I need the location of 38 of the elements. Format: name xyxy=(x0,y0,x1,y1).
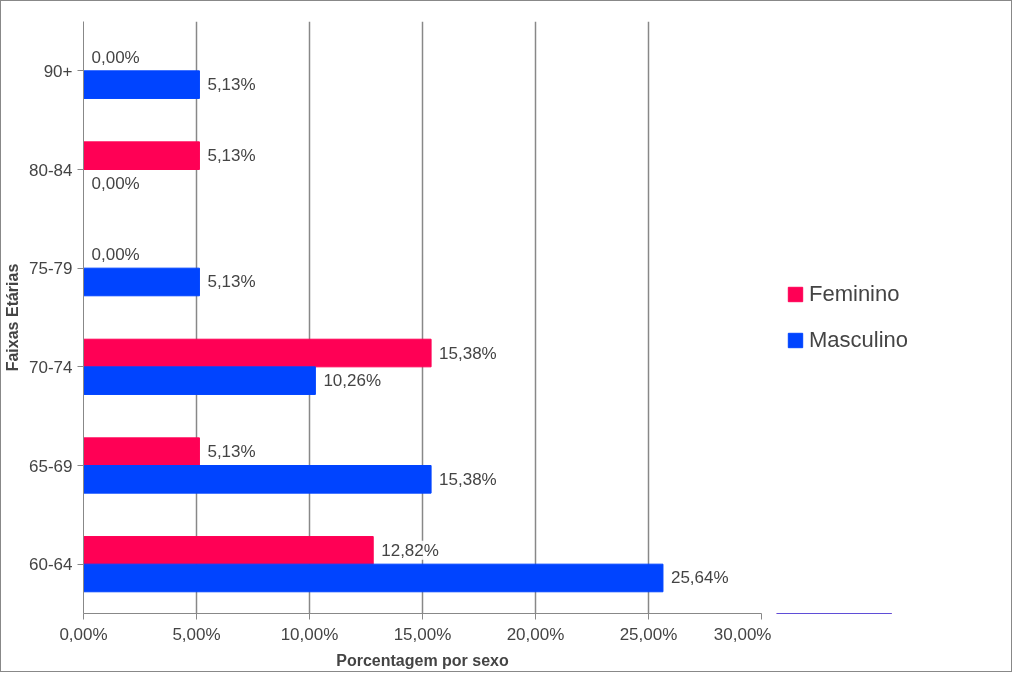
data-label: 12,82% xyxy=(381,540,439,560)
data-label: 0,00% xyxy=(91,173,140,193)
bar xyxy=(83,70,200,99)
x-tick-label: 0,00% xyxy=(59,624,108,644)
x-tick-label: 5,00% xyxy=(172,624,221,644)
x-tick-label: 10,00% xyxy=(280,624,339,644)
data-label: 0,00% xyxy=(91,244,140,264)
bar xyxy=(83,338,432,368)
legend-label: Feminino xyxy=(809,281,900,307)
data-label: 10,26% xyxy=(323,371,382,391)
data-label: 5,13% xyxy=(207,75,256,95)
legend-label: Masculino xyxy=(809,327,909,353)
bar xyxy=(83,465,432,494)
bar xyxy=(83,437,200,466)
x-tick-label: 25,00% xyxy=(619,624,678,644)
bar xyxy=(83,366,316,395)
bar xyxy=(83,536,374,565)
data-label: 5,13% xyxy=(207,442,256,462)
bar xyxy=(83,141,200,170)
data-label: 15,38% xyxy=(439,343,497,363)
x-tick-label: 15,00% xyxy=(393,624,452,644)
y-tick-label: 60-64 xyxy=(29,555,73,575)
data-label: 25,64% xyxy=(670,568,729,588)
data-label: 15,38% xyxy=(439,469,497,489)
x-axis-title: Porcentagem por sexo xyxy=(336,651,509,669)
bar xyxy=(83,563,664,593)
bar xyxy=(83,267,200,297)
y-tick-label: 90+ xyxy=(43,61,73,81)
y-tick-label: 80-84 xyxy=(29,160,73,180)
data-label: 0,00% xyxy=(91,47,140,67)
y-axis-title: Faixas Etárias xyxy=(4,263,22,372)
x-tick-label: 30,00% xyxy=(713,624,772,644)
x-tick-label: 20,00% xyxy=(506,624,565,644)
data-label: 5,13% xyxy=(207,272,256,292)
y-tick-label: 75-79 xyxy=(29,259,73,279)
y-tick-label: 70-74 xyxy=(29,357,73,377)
data-label: 5,13% xyxy=(207,146,256,166)
y-tick-label: 65-69 xyxy=(29,456,73,476)
